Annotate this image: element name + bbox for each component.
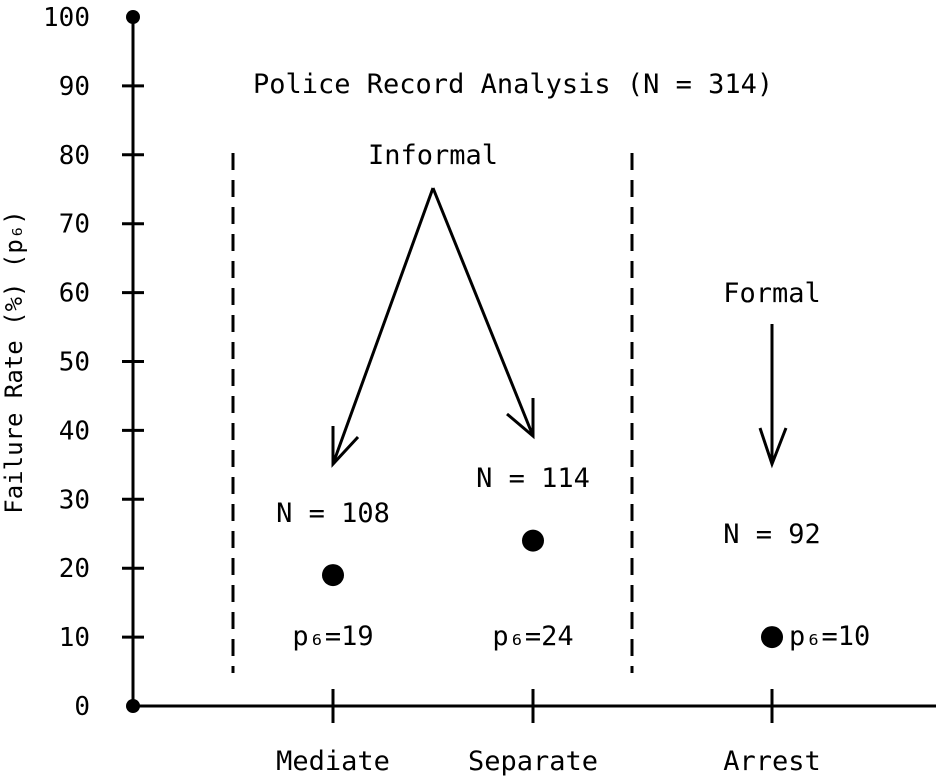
value-label-mediate: p₆=19 xyxy=(292,621,373,652)
arrow-head-separate xyxy=(506,398,535,440)
sample-size-separate: N = 114 xyxy=(476,463,590,494)
y-tick-label: 70 xyxy=(59,210,90,240)
x-category-label: Arrest xyxy=(723,746,821,777)
x-category-label: Separate xyxy=(468,746,598,777)
y-axis-end-dot xyxy=(126,10,140,24)
data-point xyxy=(322,564,344,587)
y-tick-label: 80 xyxy=(59,141,90,171)
y-axis-label: Failure Rate (%) (p₆) xyxy=(0,210,28,513)
arrow-head-arrest xyxy=(758,427,788,469)
y-tick-label: 20 xyxy=(59,554,90,584)
y-tick-label: 60 xyxy=(59,279,90,309)
y-tick-label: 40 xyxy=(59,416,90,446)
data-point xyxy=(522,529,544,552)
y-tick-label: 30 xyxy=(59,485,90,515)
origin-dot xyxy=(126,699,140,713)
arrow-head-mediate xyxy=(331,426,360,468)
y-tick-label: 90 xyxy=(59,72,90,102)
chart-title: Police Record Analysis (N = 314) xyxy=(253,69,773,100)
data-point xyxy=(761,626,783,649)
y-tick-label: 50 xyxy=(59,348,90,378)
value-label-arrest: p₆=10 xyxy=(789,621,870,652)
arrow-informal-mediate xyxy=(331,187,435,465)
y-tick-label: 100 xyxy=(43,3,90,33)
y-tick-label: 10 xyxy=(59,623,90,653)
group-label-formal: Formal xyxy=(723,278,821,309)
sample-size-mediate: N = 108 xyxy=(276,498,390,529)
y-tick-label: 0 xyxy=(74,692,90,722)
sample-size-arrest: N = 92 xyxy=(723,519,821,550)
x-category-label: Mediate xyxy=(276,746,390,777)
group-label-informal: Informal xyxy=(368,140,498,171)
value-label-separate: p₆=24 xyxy=(492,621,573,652)
arrow-informal-separate xyxy=(431,187,535,437)
